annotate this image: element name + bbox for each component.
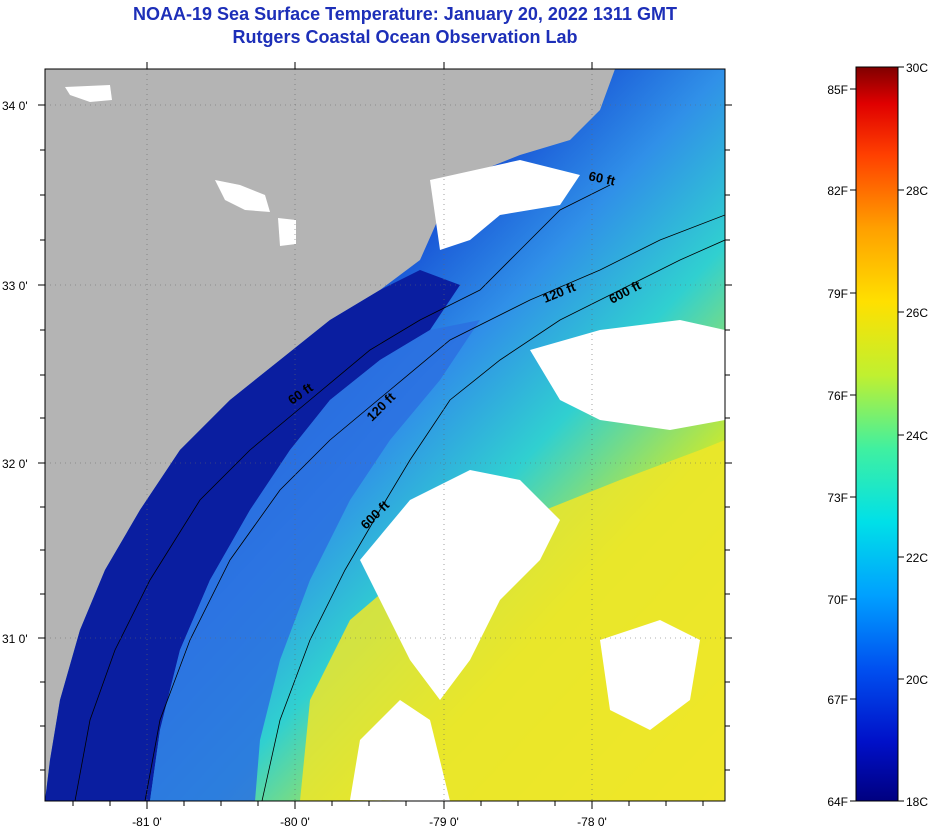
land-mass (45, 69, 615, 801)
colorbar (855, 66, 899, 802)
lat-label: 32 0' (2, 457, 28, 471)
sst-map: 60 ft 120 ft 600 ft 60 ft 120 ft 600 ft (45, 69, 725, 801)
graticule (45, 69, 725, 801)
colorbar-f-label: 82F (827, 184, 848, 198)
cloud-cover (65, 85, 725, 801)
map-frame (44, 68, 726, 802)
lon-label: -78 0' (577, 815, 607, 829)
colorbar-f-label: 64F (827, 795, 848, 809)
lat-label: 33 0' (2, 279, 28, 293)
colorbar-f-label: 85F (827, 83, 848, 97)
mid-shelf-band (150, 320, 480, 801)
contour-60ft (74, 184, 611, 801)
colorbar-c-label: 28C (906, 184, 928, 198)
map-subtitle: Rutgers Coastal Ocean Observation Lab (232, 27, 578, 47)
map-title: NOAA-19 Sea Surface Temperature: January… (133, 4, 677, 24)
colorbar-c-label: 30C (906, 61, 928, 75)
colorbar-f-label: 70F (827, 593, 848, 607)
axis-ticks (38, 62, 732, 809)
colorbar-c-label: 26C (906, 306, 928, 320)
cold-coastal-band (45, 270, 460, 801)
lat-label: 31 0' (2, 632, 28, 646)
lon-label: -79 0' (429, 815, 459, 829)
lat-label: 34 0' (2, 99, 28, 113)
colorbar-c-label: 18C (906, 795, 928, 809)
colorbar-f-label: 73F (827, 491, 848, 505)
lon-label: -80 0' (280, 815, 310, 829)
colorbar-c-label: 22C (906, 551, 928, 565)
lon-label: -81 0' (132, 815, 162, 829)
colorbar-f-label: 79F (827, 287, 848, 301)
colorbar-f-label: 67F (827, 693, 848, 707)
color-legend: 85F 82F 79F 76F 73F 70F 67F 64F 30C 28C … (827, 61, 928, 809)
contour-120ft (144, 214, 725, 801)
contour-label: 60 ft (587, 168, 617, 188)
colorbar-c-label: 20C (906, 673, 928, 687)
colorbar-c-label: 24C (906, 429, 928, 443)
colorbar-f-label: 76F (827, 389, 848, 403)
